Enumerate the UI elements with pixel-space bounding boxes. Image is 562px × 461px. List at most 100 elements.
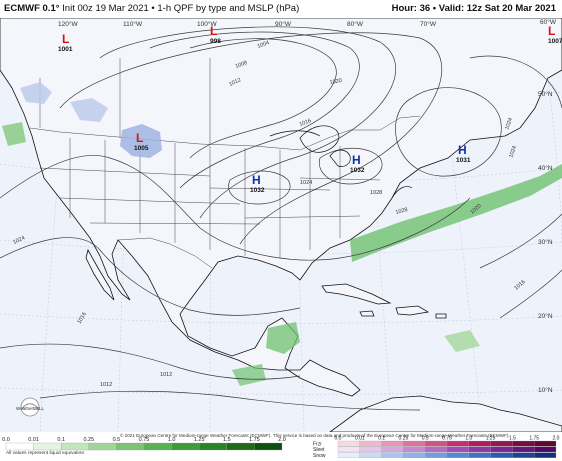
low-value: 998 bbox=[210, 38, 221, 45]
ptype-colorbar-swatch bbox=[512, 446, 535, 453]
weather-map: 120°W 110°W 100°W 90°W 80°W 70°W 60°W 50… bbox=[0, 18, 562, 432]
qpf-tick-label: 0.1 bbox=[57, 437, 65, 443]
ptype-colorbar-swatch bbox=[425, 446, 448, 453]
isobar-label: 1024 bbox=[504, 117, 514, 131]
cuba bbox=[321, 283, 392, 305]
high-symbol: H bbox=[252, 173, 261, 187]
high-value: 1031 bbox=[456, 157, 471, 164]
ptype-colorbar-swatch bbox=[446, 446, 469, 453]
rain-band-atlantic bbox=[350, 164, 562, 262]
high-symbol: H bbox=[352, 153, 361, 167]
ptype-colorbar-swatch bbox=[425, 452, 448, 458]
qpf-colorbar-swatch bbox=[88, 442, 117, 451]
lon-label-70w: 70°W bbox=[420, 20, 437, 28]
qpf-tick-label: 2.0 bbox=[278, 437, 286, 443]
isobar-label: 1016 bbox=[299, 118, 313, 128]
isobar-labels: 1004 1008 1012 1016 1020 1024 1028 1012 … bbox=[12, 40, 526, 388]
ptype-tick-label: 0.01 bbox=[355, 436, 365, 442]
ptype-label: Frzr bbox=[313, 441, 322, 447]
ptype-tick-label: 1.0 bbox=[465, 436, 472, 442]
isobar-label: 1012 bbox=[228, 77, 242, 88]
qpf-tick-label: 0.01 bbox=[28, 437, 39, 443]
logo-text: WeatherBELL bbox=[16, 406, 44, 411]
ptype-colorbar-swatch bbox=[359, 452, 382, 458]
qpf-tick-label: 0.0 bbox=[2, 437, 10, 443]
liquid-equivalent-note: All values represent liquid equivalent bbox=[6, 451, 84, 456]
ptype-colorbar-swatch bbox=[512, 440, 535, 447]
lon-label-90w: 90°W bbox=[275, 20, 292, 28]
ptype-tick-labels: 0.0 0.01 0.1 0.25 0.5 0.75 1.0 1.25 1.5 1.75 2.0 bbox=[335, 436, 560, 442]
precipitation bbox=[2, 82, 562, 386]
snow-area-nw bbox=[70, 98, 108, 122]
ptype-label: Sleet bbox=[313, 447, 325, 453]
ptype-tick-label: 0.25 bbox=[399, 436, 409, 442]
low-value: 1005 bbox=[134, 145, 149, 152]
qpf-colorbar-swatch bbox=[143, 442, 172, 451]
high-value: 1032 bbox=[250, 187, 265, 194]
low-value: 1001 bbox=[58, 46, 73, 53]
pressure-centers: L 1001 L 998 L 1005 L 1007 H 1032 H 1032… bbox=[58, 24, 562, 194]
ptype-colorbar-swatch bbox=[468, 440, 491, 447]
ptype-label: Snow bbox=[313, 453, 326, 459]
qpf-tick-label: 1.5 bbox=[223, 437, 231, 443]
ptype-colorbar-swatch bbox=[381, 452, 404, 458]
lat-label-10n: 10°N bbox=[538, 386, 553, 394]
ptype-colorbar-swatch bbox=[359, 440, 382, 447]
ptype-colorbar-swatch bbox=[403, 440, 426, 447]
weatherbell-logo: WeatherBELL bbox=[10, 396, 50, 418]
isobars bbox=[0, 26, 562, 411]
isobar-label: 1024 bbox=[300, 180, 312, 186]
lon-label-110w: 110°W bbox=[123, 20, 143, 28]
low-symbol: L bbox=[210, 24, 217, 38]
hispaniola bbox=[395, 305, 430, 316]
ptype-colorbar-swatch bbox=[359, 446, 382, 453]
product-label: 1-h QPF by type and MSLP (hPa) bbox=[157, 3, 300, 14]
qpf-tick-label: 1.25 bbox=[194, 437, 205, 443]
isobar-label: 1016 bbox=[77, 311, 88, 325]
low-symbol: L bbox=[62, 32, 69, 46]
ptype-tick-label: 0.1 bbox=[378, 436, 385, 442]
separator: • bbox=[432, 3, 439, 14]
title-right: Hour: 36 • Valid: 12z Sat 20 Mar 2021 bbox=[392, 3, 556, 14]
jamaica bbox=[359, 310, 375, 317]
ptype-tick-label: 0.0 bbox=[335, 436, 342, 442]
rain-area-pnw bbox=[2, 122, 26, 146]
ptype-colorbar-swatch bbox=[381, 446, 404, 453]
qpf-colorbar-swatch bbox=[254, 442, 283, 451]
isobar-label: 1024 bbox=[12, 235, 26, 246]
qpf-colorbar bbox=[5, 442, 283, 451]
isobar-label: 1028 bbox=[395, 207, 408, 216]
south-america-land bbox=[329, 395, 562, 432]
rain-area-panama bbox=[232, 364, 266, 386]
low-value: 1007 bbox=[548, 38, 562, 45]
isobar-label: 1024 bbox=[508, 145, 518, 159]
ptype-colorbar-swatch bbox=[403, 452, 426, 458]
ptype-colorbar-swatch bbox=[490, 446, 513, 453]
puerto-rico bbox=[435, 313, 447, 319]
coast-details bbox=[269, 125, 413, 199]
snow-area-rockies bbox=[120, 124, 162, 158]
low-symbol: L bbox=[136, 131, 143, 145]
ptype-tick-label: 0.75 bbox=[442, 436, 452, 442]
lon-label-120w: 120°W bbox=[58, 20, 78, 28]
header-bar: ECMWF 0.1° Init 00z 19 Mar 2021 • 1-h QP… bbox=[0, 0, 562, 18]
qpf-colorbar-swatch bbox=[199, 442, 227, 451]
valid-label: Valid: 12z Sat 20 Mar 2021 bbox=[438, 3, 556, 14]
ptype-colorbar-swatch bbox=[337, 446, 360, 453]
ptype-colorbar-swatch bbox=[381, 440, 404, 447]
lat-labels: 50°N 40°N 30°N 20°N 10°N bbox=[538, 90, 553, 394]
high-symbol: H bbox=[458, 143, 467, 157]
low-symbol: L bbox=[548, 24, 555, 38]
snow-area-bc bbox=[20, 82, 52, 104]
ptype-colorbar-swatch bbox=[468, 452, 491, 458]
qpf-colorbar-swatch bbox=[5, 442, 34, 451]
legend-graphics: 0.0 0.01 0.1 0.25 0.5 0.75 1.0 1.25 1.5 1.75 2.0 0… bbox=[2, 436, 560, 460]
qpf-tick-labels: 0.0 0.01 0.1 0.25 0.5 0.75 1.0 1.25 1.5 1.75 2.0 bbox=[2, 437, 286, 443]
ptype-colorbar-swatch bbox=[337, 452, 360, 458]
high-value: 1032 bbox=[350, 167, 365, 174]
ptype-tick-label: 2.0 bbox=[553, 436, 560, 442]
lat-label-50n: 50°N bbox=[538, 90, 553, 98]
hour-label: Hour: 36 bbox=[391, 3, 431, 14]
lon-label-60w: 60°W bbox=[540, 18, 557, 26]
lat-label-30n: 30°N bbox=[538, 238, 553, 246]
